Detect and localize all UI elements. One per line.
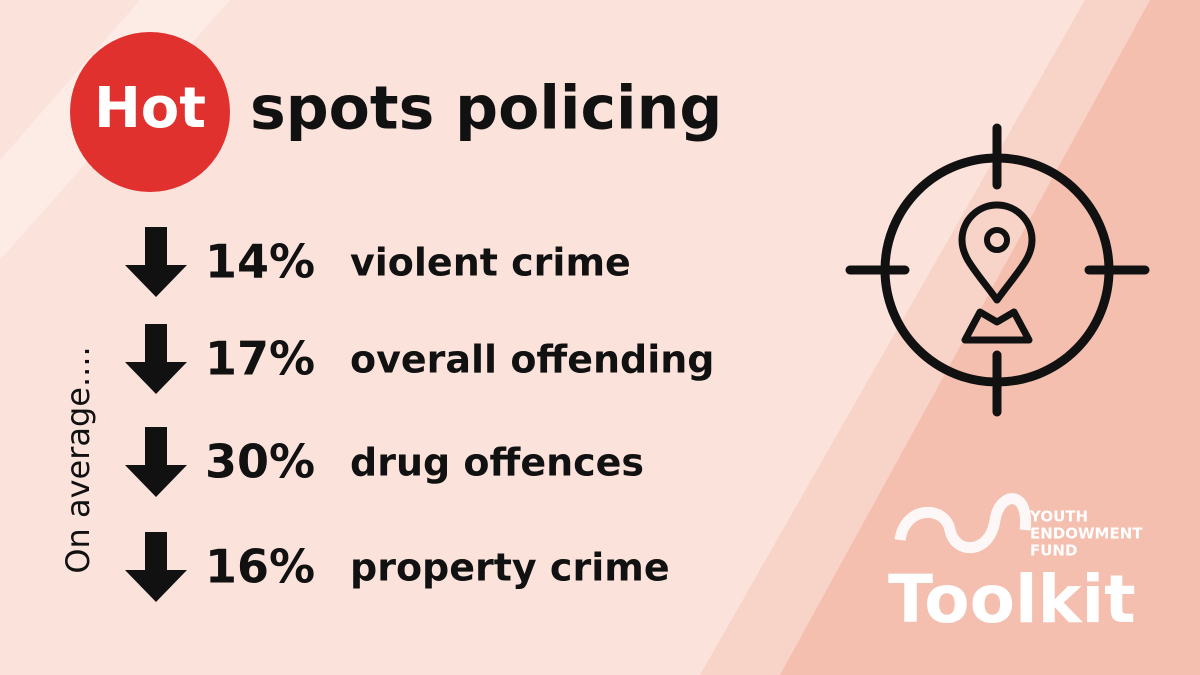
logo (894, 493, 1032, 553)
title-highlight: Hot (94, 76, 206, 141)
change: 16% (205, 540, 315, 594)
change: 14% (205, 235, 315, 289)
down-arrow (125, 532, 187, 602)
change: 30% (205, 435, 315, 489)
item-label: violent crime (350, 241, 631, 285)
item-label: property crime (350, 546, 670, 590)
target-icon (845, 123, 1150, 417)
title: spots policing (250, 74, 722, 144)
down-arrow (125, 227, 187, 297)
change: 17% (205, 332, 315, 386)
side-label: On average.... (59, 346, 97, 573)
down-arrow (125, 427, 187, 497)
items: 14% violent crime 17% overall offending 30% d… (125, 227, 715, 602)
title-badge (70, 32, 230, 192)
logo-text: YOUTH (1029, 508, 1088, 526)
item-label: overall offending (350, 338, 715, 382)
logo-name: Toolkit (888, 561, 1136, 638)
logo-text: FUND (1030, 542, 1077, 560)
down-arrow (125, 324, 187, 394)
logo-text: ENDOWMENT (1030, 525, 1143, 543)
item-label: drug offences (350, 441, 644, 485)
